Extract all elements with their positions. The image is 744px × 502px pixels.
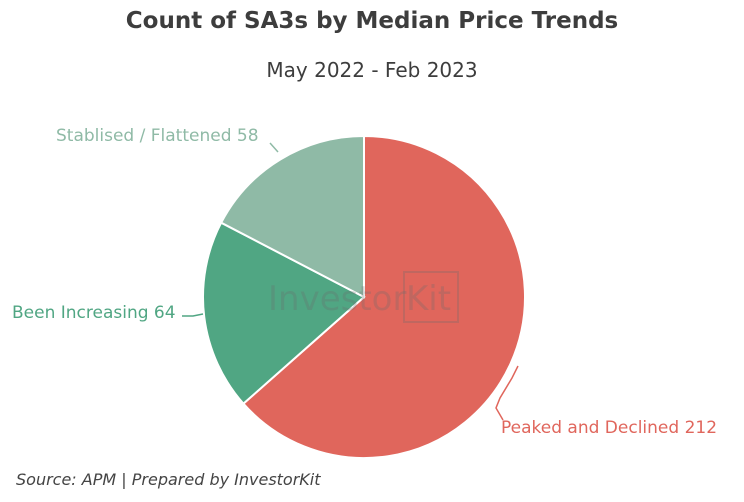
pie-slices [202, 134, 526, 459]
leader-line-peaked [495, 365, 519, 421]
watermark-text-right: Kit [406, 279, 451, 319]
slice-label-stablised: Stablised / Flattened 58 [56, 126, 259, 146]
slice-label-peaked: Peaked and Declined 212 [501, 418, 717, 438]
leader-line-increasing [182, 313, 204, 317]
watermark-text-left: Investor [268, 279, 406, 319]
pie-slice-stablised-flattened [219, 134, 365, 299]
pie-labels: Peaked and Declined 212 Been Increasing … [12, 126, 717, 438]
chart-title: Count of SA3s by Median Price Trends [125, 8, 619, 34]
investorkit-watermark: Investor Kit [268, 271, 459, 323]
watermark-box [403, 271, 459, 323]
chart-subtitle: May 2022 - Feb 2023 [266, 58, 478, 82]
source-note: Source: APM | Prepared by InvestorKit [16, 470, 321, 489]
pie-slice-peaked-and-declined [241, 134, 526, 459]
slice-label-increasing: Been Increasing 64 [12, 303, 176, 323]
leader-line-stablised [269, 142, 279, 153]
pie-slice-been-increasing [202, 221, 366, 406]
